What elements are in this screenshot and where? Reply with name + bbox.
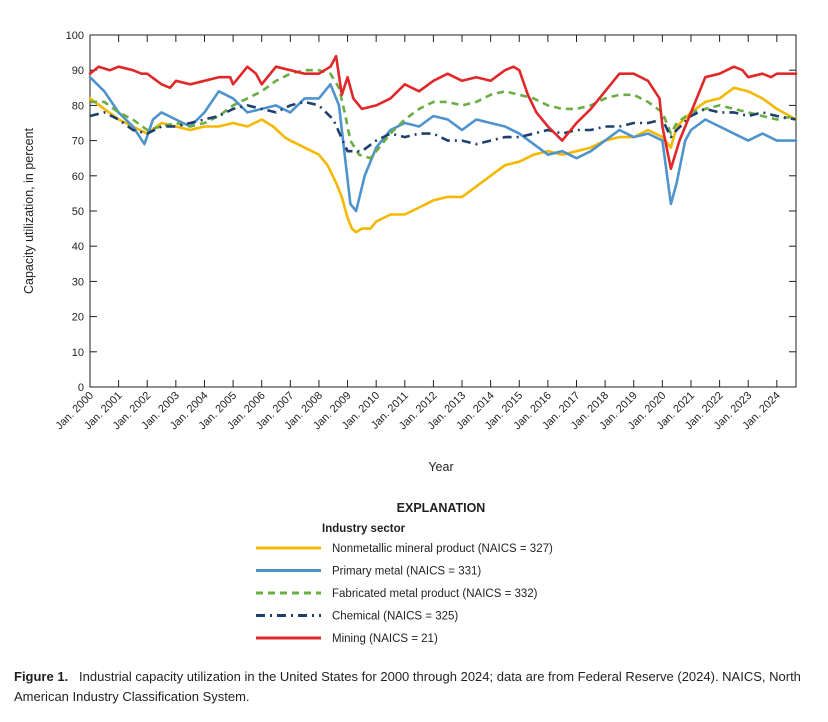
y-tick-label: 40 [72, 241, 84, 253]
y-tick-label: 90 [72, 65, 84, 77]
series-line-2 [90, 68, 797, 160]
plot-border [89, 34, 797, 388]
y-tick-label: 30 [72, 276, 84, 288]
y-tick-label: 0 [78, 382, 84, 394]
legend-subtitle: Industry sector [322, 523, 406, 535]
y-axis: 0 10 20 30 40 50 60 70 80 90 100 [66, 30, 796, 394]
y-tick-label: 20 [72, 312, 84, 324]
legend-label-0: Nonmetallic mineral product (NAICS = 327… [332, 543, 553, 555]
plot-frame [89, 34, 797, 388]
series-line-3 [89, 100, 797, 153]
y-tick-label: 80 [72, 100, 84, 112]
y-tick-label: 50 [72, 206, 84, 218]
y-tick-label: 60 [72, 171, 84, 183]
legend-label-3: Chemical (NAICS = 325) [332, 611, 458, 623]
y-tick-label: 10 [72, 347, 84, 359]
legend: EXPLANATION Industry sector Nonmetallic … [256, 501, 553, 645]
legend-items: Nonmetallic mineral product (NAICS = 327… [256, 543, 553, 645]
y-tick-label: 70 [72, 136, 84, 148]
x-axis-title: Year [428, 460, 453, 474]
legend-label-2: Fabricated metal product (NAICS = 332) [332, 588, 538, 600]
y-tick-label: 100 [66, 30, 84, 42]
legend-label-4: Mining (NAICS = 21) [332, 633, 438, 645]
series-line-1 [88, 75, 798, 213]
legend-label-1: Primary metal (NAICS = 331) [332, 566, 481, 578]
y-axis-title: Capacity utilization, in percent [22, 127, 36, 294]
figure-caption: Figure 1. Industrial capacity utilizatio… [14, 667, 814, 707]
series-line-0 [88, 86, 798, 234]
legend-explanation-title: EXPLANATION [397, 501, 486, 515]
series-layer [88, 54, 798, 234]
caption-text: Industrial capacity utilization in the U… [14, 669, 801, 704]
caption-label: Figure 1. [14, 669, 69, 684]
series-line-4 [88, 54, 798, 171]
